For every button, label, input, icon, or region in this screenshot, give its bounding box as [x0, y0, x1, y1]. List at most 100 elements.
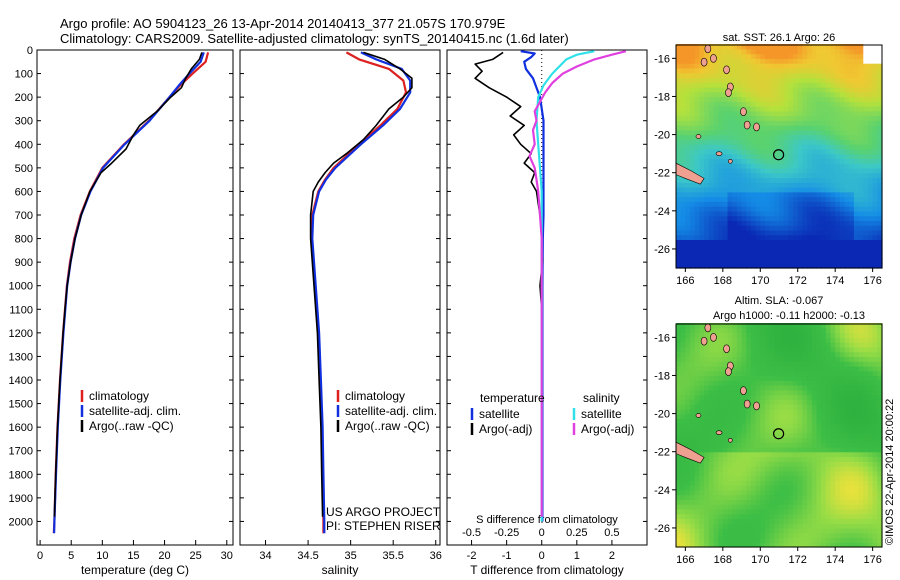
map-cell — [793, 163, 799, 169]
map-cell — [694, 63, 700, 69]
map-cell — [797, 225, 803, 231]
map-cell — [746, 470, 752, 477]
map-cell — [788, 418, 794, 424]
map-cell — [713, 229, 719, 236]
map-cell — [755, 532, 761, 539]
map-cell — [708, 442, 715, 448]
map-cell — [849, 139, 855, 145]
island — [704, 323, 712, 333]
map-cell — [736, 234, 743, 240]
map-cell — [750, 96, 757, 102]
map-cell — [877, 418, 883, 424]
map-cell — [783, 466, 789, 472]
map-cell — [797, 361, 803, 367]
map-cell — [807, 229, 813, 236]
map-cell — [849, 532, 855, 539]
map-cell — [704, 389, 710, 396]
map-cell — [816, 413, 822, 419]
map-cell — [746, 451, 752, 458]
map-cell — [797, 489, 803, 496]
map-cell — [849, 206, 855, 212]
map-cell — [713, 489, 719, 496]
map-cell — [750, 86, 757, 93]
map-cell — [802, 253, 808, 260]
map-cell — [835, 110, 841, 117]
x-tick-label-difference: -2 — [467, 550, 477, 562]
map-cell — [722, 427, 729, 434]
map-cell — [868, 196, 874, 202]
map-cell — [746, 394, 752, 400]
map-cell — [741, 408, 747, 415]
map-cell — [849, 365, 855, 372]
map-cell — [685, 129, 691, 136]
map-cell — [802, 153, 808, 159]
map-cell — [676, 456, 682, 462]
map-cell — [704, 475, 710, 481]
map-cell — [722, 337, 729, 343]
map-cell — [797, 63, 803, 69]
map-cell — [858, 523, 864, 529]
map-cell — [779, 513, 785, 519]
map-cell — [765, 96, 771, 102]
map-cell — [760, 248, 766, 255]
map-cell — [807, 177, 813, 183]
map-cell — [839, 389, 846, 396]
map-cell — [727, 375, 733, 381]
map-cell — [839, 346, 846, 353]
map-cell — [718, 356, 724, 362]
map-cell — [746, 182, 752, 188]
map-cell — [765, 375, 771, 381]
map-cell — [830, 475, 836, 481]
map-cell — [732, 82, 738, 88]
map-cell — [746, 58, 752, 64]
map-cell — [685, 244, 691, 250]
map-cell — [807, 44, 813, 50]
map-cell — [844, 456, 850, 462]
map-cell — [750, 129, 757, 136]
map-cell — [779, 461, 785, 467]
map-cell — [825, 385, 832, 391]
map-cell — [793, 229, 799, 236]
map-cell — [741, 427, 747, 434]
map-cell — [811, 115, 818, 121]
map-cell — [699, 375, 705, 381]
map-cell — [830, 456, 836, 462]
map-cell — [877, 234, 883, 240]
map-cell — [741, 158, 747, 164]
island — [715, 430, 723, 435]
map-cell — [802, 115, 808, 121]
map-cell — [802, 158, 808, 164]
map-cell — [783, 370, 789, 377]
map-cell — [676, 470, 682, 477]
map-cell — [676, 110, 682, 117]
map-cell — [816, 513, 822, 519]
map-cell — [793, 139, 799, 145]
map-cell — [821, 115, 827, 121]
map-cell — [732, 332, 738, 338]
map-cell — [774, 370, 780, 377]
map-x-tick-label: 174 — [826, 554, 844, 566]
map-cell — [788, 451, 794, 458]
map-cell — [690, 86, 696, 93]
map-cell — [774, 220, 780, 226]
map-cell — [755, 518, 761, 524]
map-cell — [793, 380, 799, 386]
map-cell — [797, 53, 803, 59]
map-cell — [849, 258, 855, 264]
map-cell — [858, 53, 864, 59]
map-cell — [830, 432, 836, 438]
map-cell — [722, 475, 729, 481]
map-cell — [680, 225, 686, 231]
map-cell — [797, 120, 803, 126]
map-cell — [802, 399, 808, 405]
map-cell — [727, 499, 733, 505]
map-cell — [732, 427, 738, 434]
map-cell — [821, 96, 827, 102]
map-cell — [699, 542, 705, 548]
map-cell — [797, 248, 803, 255]
map-cell — [769, 91, 775, 98]
map-cell — [821, 67, 827, 74]
map-cell — [825, 442, 832, 448]
map-x-tick-label: 170 — [751, 275, 769, 287]
map-cell — [741, 542, 747, 548]
